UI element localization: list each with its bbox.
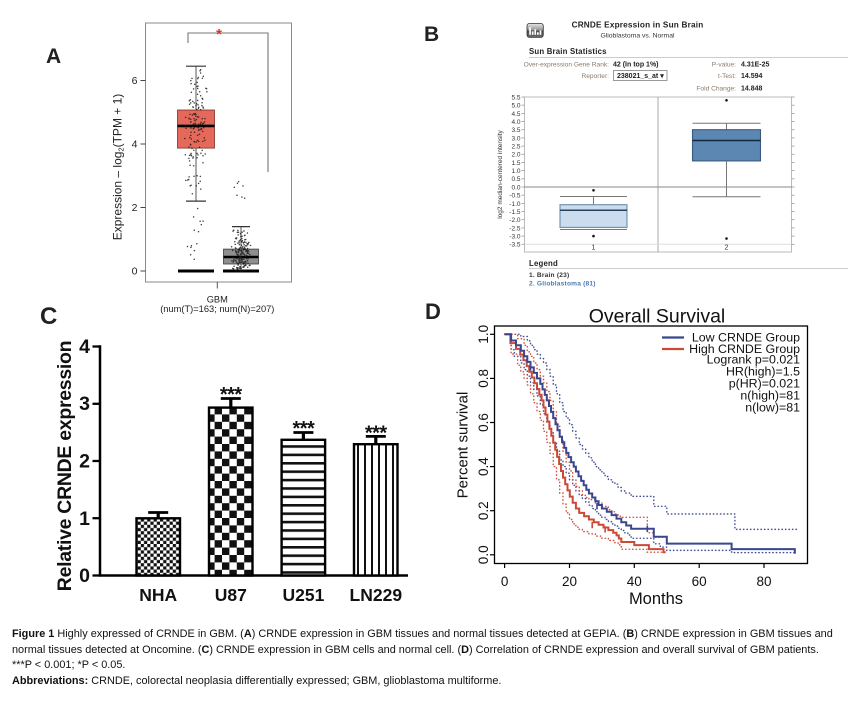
svg-text:-1.0: -1.0: [509, 201, 521, 208]
svg-text:0: 0: [132, 266, 138, 278]
svg-text:2: 2: [725, 245, 729, 252]
svg-text:4.5: 4.5: [511, 111, 520, 118]
svg-text:P-value:: P-value:: [712, 62, 736, 69]
svg-text:2. Glioblastoma (81): 2. Glioblastoma (81): [529, 281, 596, 288]
svg-text:D: D: [425, 299, 441, 324]
svg-text:n(low)=81: n(low)=81: [745, 401, 800, 415]
svg-text:Expression – log2(TPM + 1): Expression – log2(TPM + 1): [111, 94, 126, 241]
svg-text:0.4: 0.4: [476, 457, 491, 476]
svg-text:6: 6: [132, 75, 138, 87]
svg-text:Reporter:: Reporter:: [582, 73, 610, 80]
svg-text:Relative CRNDE expression: Relative CRNDE expression: [54, 341, 76, 591]
svg-text:42 (In top 1%): 42 (In top 1%): [613, 62, 659, 69]
svg-text:High CRNDE Group: High CRNDE Group: [689, 342, 800, 356]
svg-text:Legend: Legend: [529, 259, 558, 268]
svg-text:A: A: [46, 45, 61, 68]
svg-text:2.5: 2.5: [511, 144, 520, 151]
svg-text:3.0: 3.0: [511, 135, 520, 142]
svg-text:2: 2: [79, 451, 90, 473]
svg-text:***: ***: [292, 418, 315, 440]
svg-text:C: C: [40, 303, 57, 330]
svg-text:14.848: 14.848: [741, 86, 763, 93]
svg-text:5.5: 5.5: [511, 94, 520, 101]
svg-text:-2.0: -2.0: [509, 217, 521, 224]
svg-text:1: 1: [79, 508, 90, 530]
svg-text:*: *: [216, 26, 222, 43]
svg-text:LN229: LN229: [350, 585, 403, 605]
svg-text:Over-expression Gene Rank:: Over-expression Gene Rank:: [524, 62, 610, 69]
svg-text:1: 1: [592, 245, 596, 252]
svg-text:Glioblastoma vs. Normal: Glioblastoma vs. Normal: [600, 33, 675, 40]
svg-text:B: B: [424, 23, 439, 46]
svg-text:0: 0: [501, 574, 509, 589]
svg-text:0.8: 0.8: [476, 369, 491, 388]
svg-text:p(HR)=0.021: p(HR)=0.021: [729, 377, 800, 391]
svg-text:4: 4: [132, 139, 138, 151]
svg-text:3.5: 3.5: [511, 127, 520, 134]
svg-text:HR(high)=1.5: HR(high)=1.5: [726, 365, 800, 379]
svg-text:2.0: 2.0: [511, 152, 520, 159]
svg-text:1.0: 1.0: [476, 325, 491, 344]
svg-text:-0.5: -0.5: [509, 193, 521, 200]
svg-text:GBM: GBM: [207, 294, 228, 304]
svg-text:60: 60: [692, 574, 707, 589]
svg-text:***: ***: [220, 384, 243, 406]
svg-text:Fold Change:: Fold Change:: [696, 86, 736, 93]
svg-text:0.0: 0.0: [476, 545, 491, 564]
svg-text:1.0: 1.0: [511, 168, 520, 175]
svg-text:Months: Months: [629, 590, 683, 608]
svg-text:4.31E-25: 4.31E-25: [741, 62, 770, 69]
svg-text:CRNDE Expression in Sun Brain: CRNDE Expression in Sun Brain: [572, 20, 704, 29]
svg-text:-2.5: -2.5: [509, 225, 521, 232]
svg-text:0.6: 0.6: [476, 413, 491, 432]
svg-text:log2 median-centered intensity: log2 median-centered intensity: [497, 129, 504, 218]
svg-text:***: ***: [365, 423, 388, 445]
svg-text:t-Test:: t-Test:: [718, 73, 736, 80]
svg-text:40: 40: [627, 574, 642, 589]
svg-text:U251: U251: [282, 585, 324, 605]
svg-text:0.0: 0.0: [511, 184, 520, 191]
svg-text:-1.5: -1.5: [509, 209, 521, 216]
svg-text:0: 0: [79, 565, 90, 587]
svg-text:U87: U87: [215, 585, 247, 605]
svg-text:20: 20: [562, 574, 577, 589]
svg-text:0.2: 0.2: [476, 501, 491, 520]
svg-text:0.5: 0.5: [511, 176, 520, 183]
svg-text:Low CRNDE Group: Low CRNDE Group: [692, 331, 800, 345]
svg-text:4.0: 4.0: [511, 119, 520, 126]
svg-text:NHA: NHA: [139, 585, 177, 605]
svg-text:n(high)=81: n(high)=81: [740, 389, 800, 403]
svg-text:80: 80: [756, 574, 771, 589]
svg-text:1.5: 1.5: [511, 160, 520, 167]
svg-text:3: 3: [79, 393, 90, 415]
svg-text:(num(T)=163; num(N)=207): (num(T)=163; num(N)=207): [160, 304, 274, 314]
svg-text:5.0: 5.0: [511, 103, 520, 110]
svg-text:-3.5: -3.5: [509, 242, 521, 249]
svg-text:2: 2: [132, 202, 138, 214]
svg-text:4: 4: [79, 336, 90, 358]
svg-text:14.594: 14.594: [741, 73, 763, 80]
svg-text:Overall Survival: Overall Survival: [589, 306, 726, 328]
svg-text:Logrank p=0.021: Logrank p=0.021: [707, 353, 800, 367]
svg-text:Sun Brain Statistics: Sun Brain Statistics: [529, 47, 607, 56]
svg-text:1. Brain (23): 1. Brain (23): [529, 272, 569, 279]
svg-text:-3.0: -3.0: [509, 234, 521, 241]
svg-text:238021_s_at ▾: 238021_s_at ▾: [617, 73, 664, 80]
svg-text:Percent survival: Percent survival: [455, 392, 472, 499]
